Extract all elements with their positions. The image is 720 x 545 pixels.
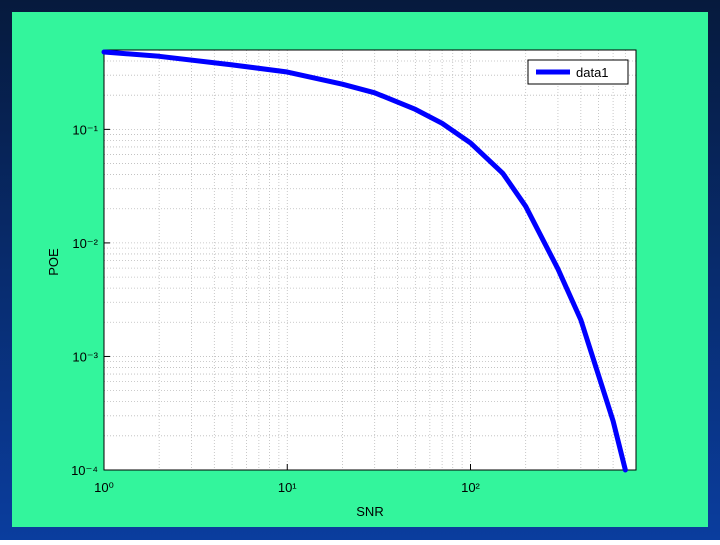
axes-box	[103, 49, 637, 471]
y-axis-label: POE	[46, 248, 61, 276]
plot-area	[104, 50, 636, 470]
y-tick-label: 10⁻³	[72, 349, 98, 364]
legend-label: data1	[576, 65, 609, 80]
y-tick-label: 10⁻⁴	[71, 463, 98, 478]
y-tick-label: 10⁻¹	[72, 122, 98, 137]
x-tick-label: 10²	[461, 480, 480, 495]
x-axis-label: SNR	[356, 504, 383, 519]
x-tick-label: 10⁰	[94, 480, 114, 495]
data-line	[101, 49, 628, 473]
x-tick-label: 10¹	[278, 480, 297, 495]
y-tick-label: 10⁻²	[72, 236, 98, 251]
